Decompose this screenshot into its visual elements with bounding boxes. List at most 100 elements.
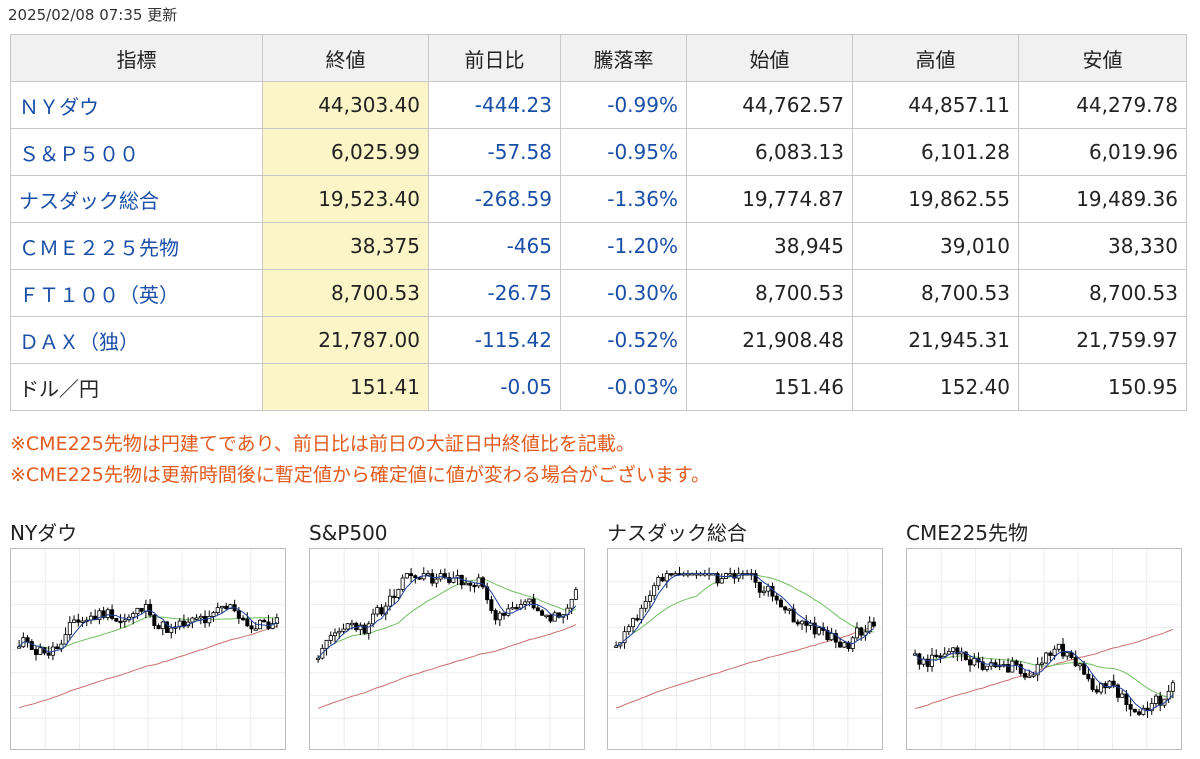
indicator-cell: ナスダック総合 bbox=[10, 175, 263, 223]
candle-body bbox=[29, 641, 34, 650]
candle-body bbox=[1044, 652, 1049, 664]
candle-body bbox=[1107, 680, 1112, 689]
note-line: ※CME225先物は円建てであり、前日比は前日の大証日中終値比を記載。 bbox=[10, 433, 635, 455]
candle-body bbox=[778, 599, 783, 608]
candle-body bbox=[669, 573, 674, 576]
candle-body bbox=[854, 627, 859, 639]
col-header-close: 終値 bbox=[262, 34, 429, 82]
candle-body bbox=[413, 575, 418, 579]
candle-body bbox=[1111, 680, 1116, 686]
candle-body bbox=[1052, 648, 1057, 656]
chart-thumbnail[interactable] bbox=[10, 548, 286, 750]
candle-body bbox=[1006, 664, 1011, 673]
candle-body bbox=[1061, 643, 1066, 657]
candle-body bbox=[656, 576, 661, 587]
candle-body bbox=[732, 573, 737, 579]
candle-body bbox=[548, 614, 553, 622]
table-header-row: 指標 終値 前日比 騰落率 始値 高値 安値 bbox=[10, 34, 1187, 82]
candle-body bbox=[97, 610, 102, 620]
candle-body bbox=[715, 573, 720, 584]
moving-average-short bbox=[18, 607, 278, 653]
candle-body bbox=[812, 622, 817, 635]
candle-body bbox=[544, 614, 549, 618]
change-cell: -465 bbox=[428, 222, 561, 270]
table-row: ＤＡＸ（独） 21,787.00 -115.42 -0.52% 21,908.4… bbox=[10, 316, 1187, 364]
moving-average-long bbox=[317, 624, 577, 710]
candle-body bbox=[1141, 707, 1146, 715]
chart-title: NYダウ bbox=[10, 521, 78, 545]
pct-cell: -0.03% bbox=[560, 363, 687, 411]
pct-cell: -0.52% bbox=[560, 316, 687, 364]
candle-body bbox=[963, 651, 968, 661]
candle-body bbox=[1056, 643, 1061, 650]
candle-body bbox=[131, 613, 136, 618]
candle-body bbox=[1031, 674, 1036, 677]
candle-body bbox=[1077, 663, 1082, 667]
candle-body bbox=[396, 588, 401, 598]
candlestick-chart bbox=[608, 549, 882, 749]
col-header-low: 安値 bbox=[1018, 34, 1187, 82]
candle-body bbox=[59, 643, 64, 650]
candle-body bbox=[472, 584, 477, 588]
candle-body bbox=[622, 631, 627, 644]
candle-body bbox=[643, 601, 648, 609]
candle-body bbox=[160, 621, 165, 630]
candle-body bbox=[1090, 678, 1095, 691]
candle-body bbox=[489, 599, 494, 611]
indicator-link-nasdaq[interactable]: ナスダック総合 bbox=[19, 188, 159, 213]
candle-body bbox=[354, 622, 359, 631]
change-cell: -268.59 bbox=[428, 175, 561, 223]
high-cell: 44,857.11 bbox=[852, 81, 1019, 129]
candle-body bbox=[211, 612, 216, 617]
candle-body bbox=[392, 595, 397, 599]
candle-body bbox=[63, 634, 68, 645]
chart-title: CME225先物 bbox=[906, 521, 1029, 545]
candle-body bbox=[1128, 704, 1133, 710]
chart-thumbnail[interactable] bbox=[906, 548, 1182, 750]
moving-average-long bbox=[18, 625, 278, 709]
indicator-link-ft100[interactable]: ＦＴ１００（英） bbox=[19, 282, 179, 307]
indicator-link-dax[interactable]: ＤＡＸ（独） bbox=[19, 329, 139, 354]
table-row: ＣＭＥ２２５先物 38,375 -465 -1.20% 38,945 39,01… bbox=[10, 222, 1187, 270]
candle-body bbox=[925, 658, 930, 667]
candle-body bbox=[804, 620, 809, 626]
close-cell: 151.41 bbox=[262, 363, 429, 411]
candle-body bbox=[631, 618, 636, 628]
candle-body bbox=[215, 607, 220, 614]
indicator-link-nydow[interactable]: ＮＹダウ bbox=[19, 94, 99, 119]
candle-body bbox=[787, 608, 792, 611]
col-header-change: 前日比 bbox=[428, 34, 561, 82]
indicator-link-sp500[interactable]: Ｓ＆Ｐ５００ bbox=[19, 141, 139, 166]
table-row: ＮＹダウ 44,303.40 -444.23 -0.99% 44,762.57 … bbox=[10, 81, 1187, 129]
change-cell: -0.05 bbox=[428, 363, 561, 411]
low-cell: 8,700.53 bbox=[1018, 269, 1187, 317]
candle-body bbox=[114, 617, 119, 622]
chart-thumbnail[interactable] bbox=[309, 548, 585, 750]
indicator-cell: ＣＭＥ２２５先物 bbox=[10, 222, 263, 270]
indicator-link-cme225[interactable]: ＣＭＥ２２５先物 bbox=[19, 235, 179, 260]
candle-body bbox=[383, 605, 388, 615]
candle-body bbox=[1115, 684, 1120, 698]
candlestick-chart bbox=[11, 549, 285, 749]
candle-body bbox=[829, 633, 834, 641]
candle-body bbox=[1149, 703, 1154, 712]
candle-body bbox=[972, 658, 977, 666]
candle-body bbox=[673, 573, 678, 576]
candle-body bbox=[871, 621, 876, 627]
candle-body bbox=[241, 617, 246, 621]
chart-thumbnail[interactable] bbox=[607, 548, 883, 750]
candle-body bbox=[148, 603, 153, 616]
candle-body bbox=[1170, 682, 1175, 692]
candle-body bbox=[1086, 673, 1091, 680]
indicator-cell: ＤＡＸ（独） bbox=[10, 316, 263, 364]
candle-body bbox=[224, 605, 229, 609]
candle-body bbox=[46, 652, 51, 656]
candle-body bbox=[664, 573, 669, 582]
candle-body bbox=[783, 606, 788, 611]
candle-body bbox=[72, 619, 77, 623]
moving-average-long bbox=[615, 626, 875, 709]
chart-nasdaq: ナスダック総合 bbox=[607, 518, 883, 750]
candle-body bbox=[417, 577, 422, 580]
candle-body bbox=[660, 576, 665, 582]
open-cell: 151.46 bbox=[686, 363, 853, 411]
